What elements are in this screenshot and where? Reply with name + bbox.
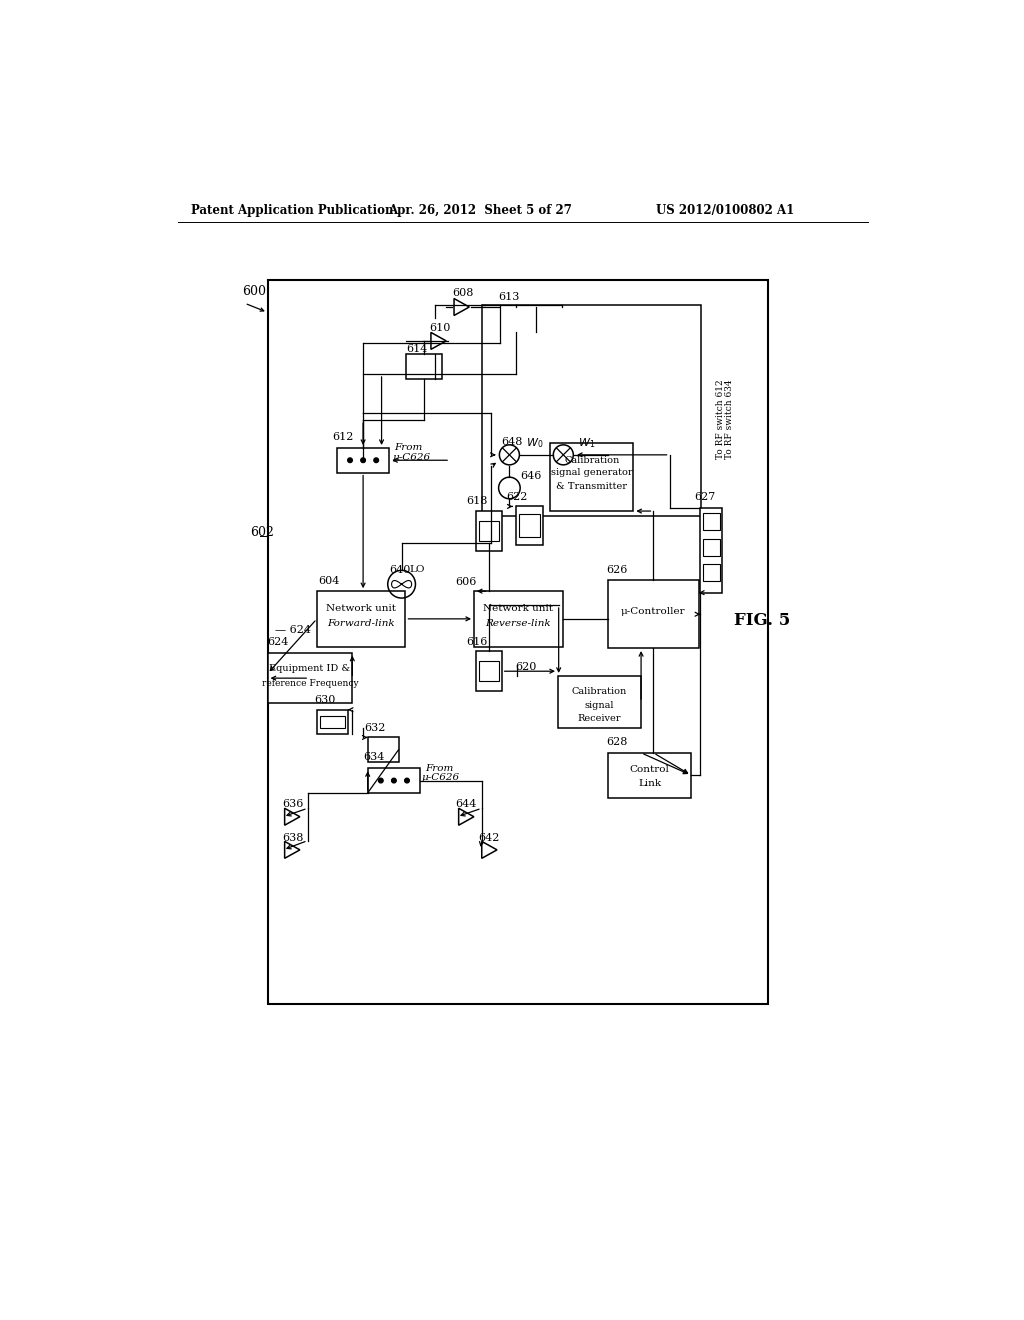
- Text: 632: 632: [365, 723, 386, 733]
- Text: 624: 624: [267, 638, 289, 647]
- Text: 612: 612: [333, 432, 353, 442]
- Text: 604: 604: [318, 576, 340, 586]
- Bar: [475, 651, 502, 692]
- Bar: [499, 308, 535, 331]
- Circle shape: [348, 458, 352, 462]
- Bar: [319, 715, 345, 729]
- Text: 606: 606: [456, 577, 477, 587]
- Bar: [407, 354, 441, 379]
- Bar: [481, 305, 701, 516]
- Text: 613: 613: [499, 292, 520, 302]
- Bar: [337, 447, 389, 473]
- Bar: [316, 591, 406, 647]
- Circle shape: [391, 779, 396, 783]
- Text: 638: 638: [283, 833, 304, 842]
- Text: $W_1$: $W_1$: [578, 437, 595, 450]
- Text: 646: 646: [520, 471, 542, 482]
- Text: 610: 610: [429, 323, 451, 333]
- Text: 628: 628: [606, 737, 628, 747]
- Circle shape: [374, 458, 379, 462]
- Text: Receiver: Receiver: [578, 714, 622, 722]
- Text: 636: 636: [283, 799, 304, 809]
- Text: 618: 618: [466, 496, 487, 506]
- Text: LO: LO: [410, 565, 425, 574]
- Bar: [316, 710, 348, 734]
- Text: Patent Application Publication: Patent Application Publication: [190, 205, 393, 218]
- Text: signal generator: signal generator: [551, 469, 633, 477]
- Text: US 2012/0100802 A1: US 2012/0100802 A1: [655, 205, 794, 218]
- Text: Forward-link: Forward-link: [327, 619, 394, 628]
- Text: Link: Link: [638, 779, 662, 788]
- Text: 622: 622: [506, 492, 527, 502]
- Text: Apr. 26, 2012  Sheet 5 of 27: Apr. 26, 2012 Sheet 5 of 27: [388, 205, 572, 218]
- Text: 626: 626: [606, 565, 628, 576]
- Text: μ-C626: μ-C626: [392, 453, 430, 462]
- Text: 634: 634: [364, 752, 384, 763]
- Text: Control: Control: [630, 766, 670, 775]
- Text: Reverse-link: Reverse-link: [485, 619, 551, 628]
- Text: 644: 644: [456, 799, 477, 809]
- Bar: [515, 507, 544, 545]
- Bar: [608, 752, 691, 797]
- Bar: [475, 511, 502, 552]
- Text: Network unit: Network unit: [326, 603, 396, 612]
- Bar: [478, 661, 499, 681]
- Text: — 624: — 624: [267, 624, 310, 635]
- Bar: [702, 513, 720, 531]
- Text: 642: 642: [478, 833, 500, 842]
- Circle shape: [360, 458, 366, 462]
- Text: To RF switch 634: To RF switch 634: [725, 379, 734, 459]
- Text: 602: 602: [250, 527, 273, 539]
- Text: FIG. 5: FIG. 5: [734, 612, 791, 628]
- Bar: [550, 444, 634, 511]
- Text: reference Frequency: reference Frequency: [262, 678, 358, 688]
- Text: 620: 620: [515, 661, 537, 672]
- Text: 648: 648: [502, 437, 523, 446]
- Text: 616: 616: [466, 638, 487, 647]
- Bar: [368, 768, 420, 793]
- Bar: [608, 581, 698, 648]
- Bar: [267, 280, 768, 1003]
- Circle shape: [379, 779, 383, 783]
- Text: Network unit: Network unit: [483, 603, 553, 612]
- Bar: [478, 521, 499, 541]
- Text: To RF switch 612: To RF switch 612: [716, 379, 725, 459]
- Bar: [702, 564, 720, 581]
- Text: 630: 630: [313, 696, 335, 705]
- Text: 614: 614: [407, 345, 428, 354]
- Text: $W_0$: $W_0$: [526, 437, 544, 450]
- Text: μ-C626: μ-C626: [422, 774, 460, 781]
- Text: From: From: [425, 764, 453, 772]
- Text: & Transmitter: & Transmitter: [556, 482, 628, 491]
- Text: From: From: [394, 444, 422, 453]
- Bar: [368, 738, 398, 762]
- Bar: [267, 653, 352, 702]
- Text: 640: 640: [389, 565, 411, 574]
- Text: signal: signal: [585, 701, 614, 710]
- Text: 608: 608: [453, 288, 474, 298]
- Bar: [474, 591, 562, 647]
- Text: 627: 627: [694, 492, 716, 502]
- Text: 600: 600: [243, 285, 266, 298]
- Text: Equipment ID &: Equipment ID &: [269, 664, 350, 673]
- Text: Calibration: Calibration: [564, 455, 620, 465]
- Bar: [558, 676, 641, 729]
- Bar: [518, 513, 541, 537]
- Bar: [700, 508, 722, 593]
- Text: μ-Controller: μ-Controller: [622, 607, 686, 615]
- Bar: [702, 539, 720, 556]
- Text: Calibration: Calibration: [571, 686, 627, 696]
- Circle shape: [404, 779, 410, 783]
